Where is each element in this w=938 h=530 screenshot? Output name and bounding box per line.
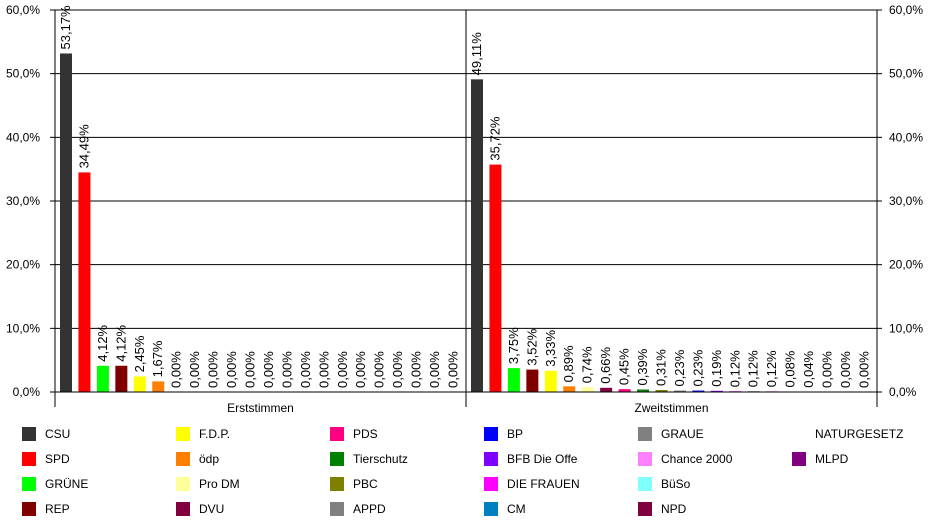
data-label: 0,66% [598, 346, 613, 383]
bars [60, 53, 816, 392]
data-label: 0,00% [298, 351, 313, 388]
bar [115, 365, 128, 392]
y-tick-label-right: 10,0% [889, 321, 923, 335]
data-label: 4,12% [113, 324, 128, 361]
data-label: 49,11% [469, 32, 484, 76]
data-label: 0,19% [709, 349, 724, 386]
data-label: 0,31% [654, 349, 669, 386]
y-tick-label-left: 10,0% [6, 321, 40, 335]
bar [489, 164, 502, 392]
data-label: 0,89% [561, 345, 576, 382]
data-label: 0,00% [838, 351, 853, 388]
y-tick-label-left: 40,0% [6, 130, 40, 144]
category-label: Zweitstimmen [634, 401, 708, 415]
data-label: 0,00% [206, 351, 221, 388]
data-label: 0,00% [316, 351, 331, 388]
data-label: 0,00% [856, 351, 871, 388]
data-label: 0,45% [617, 348, 632, 385]
y-tick-label-right: 30,0% [889, 194, 923, 208]
bar [673, 390, 686, 392]
data-label: 0,23% [672, 349, 687, 386]
data-label: 0,04% [801, 350, 816, 387]
y-tick-label-right: 50,0% [889, 67, 923, 81]
data-label: 0,00% [820, 351, 835, 388]
y-tick-label-right: 60,0% [889, 3, 923, 17]
y-tick-label-left: 0,0% [13, 385, 41, 399]
data-label: 0,00% [335, 351, 350, 388]
data-label: 34,49% [76, 124, 91, 169]
y-tick-label-left: 60,0% [6, 3, 40, 17]
data-label: 3,75% [506, 327, 521, 364]
bar [581, 387, 594, 392]
axes [50, 9, 882, 407]
bar [618, 389, 631, 392]
data-label: 0,12% [727, 350, 742, 387]
bar [692, 390, 705, 392]
bar [471, 79, 483, 392]
data-label: 3,52% [524, 328, 539, 365]
data-label: 0,00% [243, 351, 258, 388]
category-labels: Erststimmen Zweitstimmen [227, 401, 708, 415]
bar [563, 386, 576, 392]
bar [710, 390, 723, 392]
data-label: 3,33% [543, 329, 558, 366]
data-label: 0,00% [169, 351, 184, 388]
y-tick-label-right: 40,0% [889, 130, 923, 144]
bar [96, 365, 109, 392]
data-label: 1,67% [150, 340, 165, 377]
y-tick-label-right: 20,0% [889, 258, 923, 272]
data-label: 0,00% [353, 351, 368, 388]
data-label: 35,72% [487, 116, 502, 161]
bar [133, 376, 146, 392]
data-label: 0,39% [635, 348, 650, 385]
bar [78, 172, 91, 392]
bar [600, 387, 613, 392]
data-label: 53,17% [58, 5, 73, 50]
data-label: 0,00% [279, 351, 294, 388]
bar [507, 368, 520, 392]
data-label: 0,00% [372, 351, 387, 388]
data-label: 0,12% [764, 350, 779, 387]
data-label: 4,12% [95, 324, 110, 361]
data-label: 0,00% [224, 351, 239, 388]
y-tick-label-left: 50,0% [6, 67, 40, 81]
bar [655, 390, 668, 392]
category-label: Erststimmen [227, 401, 294, 415]
bar [152, 381, 165, 392]
data-label: 0,23% [690, 349, 705, 386]
data-label: 0,00% [187, 351, 202, 388]
data-label: 0,00% [445, 351, 460, 388]
bar [526, 369, 539, 392]
data-label: 0,74% [580, 346, 595, 383]
data-label: 0,00% [390, 351, 405, 388]
y-tick-label-left: 30,0% [6, 194, 40, 208]
bar [544, 370, 557, 392]
y-tick-label-right: 0,0% [889, 385, 917, 399]
data-labels: 53,17%34,49%4,12% 4,12% 2,45% 1,67% 0,00% 0,0… [58, 5, 871, 388]
data-label: 0,08% [783, 350, 798, 387]
data-label: 0,00% [427, 351, 442, 388]
data-label: 0,12% [746, 350, 761, 387]
y-tick-label-left: 20,0% [6, 258, 40, 272]
tick-labels: 0,0% 0,0% 10,0% 10,0% 20,0% 20,0% 30,0% 30,0% 40… [6, 3, 923, 399]
data-label: 0,00% [409, 351, 424, 388]
bar [60, 53, 72, 392]
data-label: 2,45% [132, 335, 147, 372]
bar [637, 389, 650, 392]
data-label: 0,00% [261, 351, 276, 388]
